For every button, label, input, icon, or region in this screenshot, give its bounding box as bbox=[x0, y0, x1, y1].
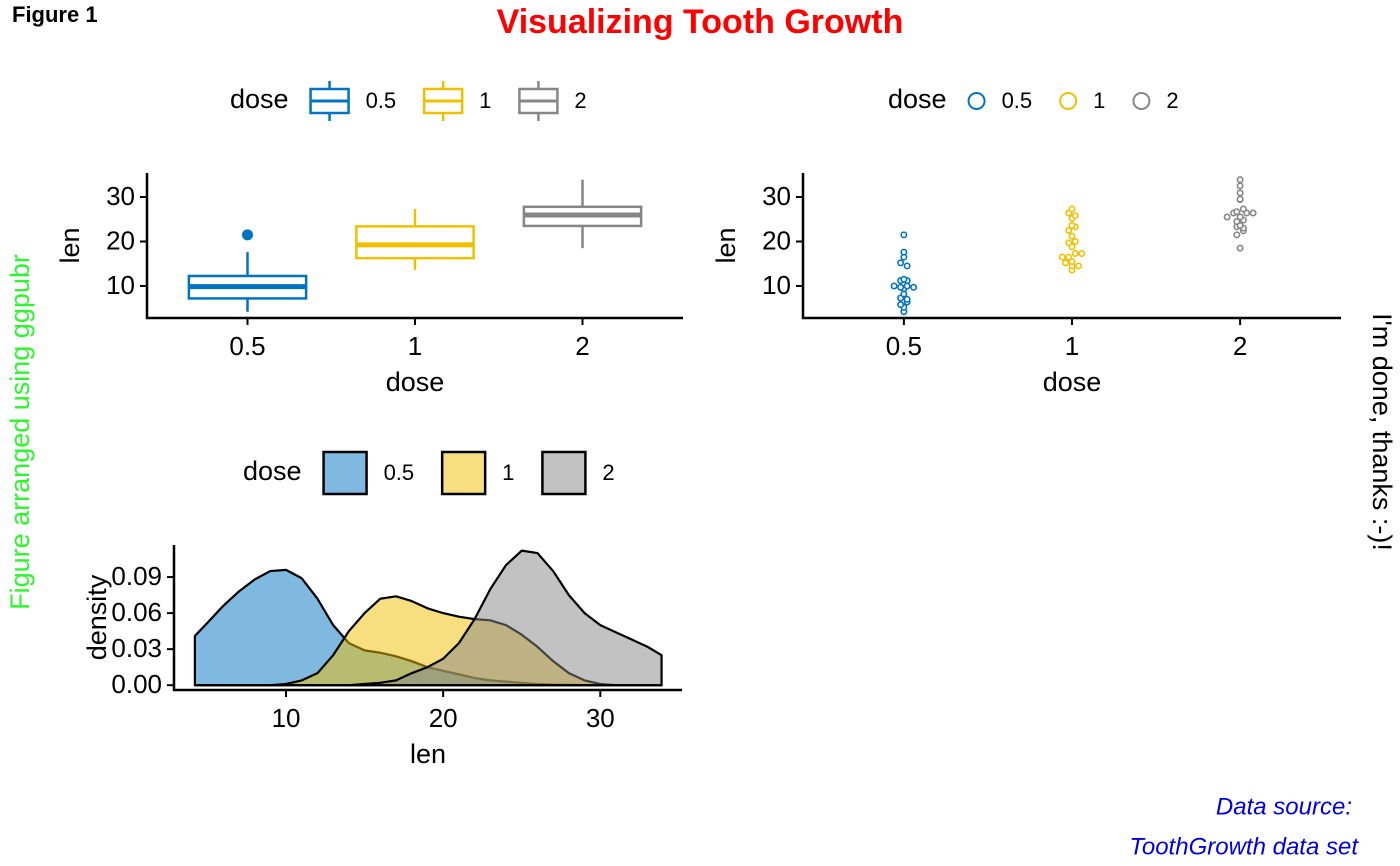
legend-label: 2 bbox=[574, 88, 586, 113]
dot bbox=[1068, 205, 1076, 213]
dot bbox=[890, 282, 898, 290]
y-tick-label: 30 bbox=[106, 181, 135, 211]
box bbox=[355, 225, 475, 260]
dot bbox=[1249, 209, 1257, 217]
dot bbox=[1071, 237, 1079, 245]
dot bbox=[1236, 213, 1244, 221]
legend-key bbox=[322, 450, 368, 496]
dot bbox=[1078, 250, 1086, 258]
x-tick-label: 10 bbox=[272, 703, 301, 733]
dot bbox=[910, 283, 918, 291]
legend-key bbox=[440, 450, 487, 496]
dot bbox=[1233, 231, 1241, 239]
dot bbox=[1068, 221, 1076, 229]
dot bbox=[1071, 250, 1079, 258]
legend-key bbox=[967, 92, 986, 110]
dot bbox=[900, 248, 908, 256]
dot bbox=[1236, 195, 1244, 203]
x-tick-label: 0.5 bbox=[229, 331, 265, 361]
outlier bbox=[242, 229, 253, 241]
dot bbox=[1068, 258, 1076, 266]
dot bbox=[897, 259, 905, 267]
legend-key bbox=[541, 450, 587, 496]
x-axis-title: len bbox=[410, 739, 446, 769]
figure-label: Figure 1 bbox=[12, 2, 98, 27]
y-tick-label: 0.03 bbox=[111, 633, 162, 663]
dot bbox=[1236, 176, 1244, 184]
y-tick-label: 0.00 bbox=[111, 669, 162, 699]
legend-label: 0.5 bbox=[1002, 88, 1033, 113]
left-annotation: Figure arranged using ggpubr bbox=[5, 254, 35, 610]
dot bbox=[1239, 205, 1247, 213]
x-tick-label: 30 bbox=[586, 703, 615, 733]
x-tick-label: 0.5 bbox=[886, 331, 922, 361]
x-tick-label: 2 bbox=[575, 331, 589, 361]
dot bbox=[1071, 212, 1079, 220]
y-tick-label: 30 bbox=[762, 181, 791, 211]
legend-label: 0.5 bbox=[366, 88, 397, 113]
dot bbox=[1075, 262, 1083, 270]
legend-label: 1 bbox=[1093, 88, 1105, 113]
legend-label: 2 bbox=[1166, 88, 1178, 113]
dot bbox=[1065, 226, 1073, 234]
y-tick-label: 20 bbox=[106, 225, 135, 255]
y-tick-label: 10 bbox=[106, 270, 135, 300]
density-area bbox=[193, 549, 663, 687]
dot bbox=[1236, 189, 1244, 197]
dot bbox=[903, 295, 911, 303]
legend-title: dose bbox=[243, 456, 302, 486]
dot bbox=[903, 262, 911, 270]
dot bbox=[1223, 213, 1231, 221]
legend-title: dose bbox=[230, 84, 289, 114]
dot bbox=[1065, 253, 1073, 261]
dot bbox=[900, 275, 908, 283]
dot bbox=[1233, 208, 1241, 216]
x-axis-title: dose bbox=[386, 367, 445, 397]
x-tick-label: 1 bbox=[408, 331, 422, 361]
x-tick-label: 1 bbox=[1065, 331, 1079, 361]
dot bbox=[897, 283, 905, 291]
y-tick-label: 20 bbox=[762, 225, 791, 255]
dot bbox=[1233, 217, 1241, 225]
dot bbox=[1236, 182, 1244, 190]
y-tick-label: 10 bbox=[762, 270, 791, 300]
dot bbox=[1065, 239, 1073, 247]
legend-label: 1 bbox=[502, 460, 514, 485]
legend-label: 0.5 bbox=[384, 460, 415, 485]
caption: ToothGrowth data set bbox=[1129, 833, 1359, 860]
legend-title: dose bbox=[888, 84, 947, 114]
y-tick-label: 0.06 bbox=[111, 597, 162, 627]
dot bbox=[1236, 244, 1244, 252]
dot bbox=[1058, 253, 1066, 261]
x-tick-label: 2 bbox=[1233, 331, 1247, 361]
dot bbox=[897, 301, 905, 309]
y-axis-title: len bbox=[55, 227, 85, 263]
legend-label: 1 bbox=[479, 88, 491, 113]
right-annotation: I'm done, thanks :-)! bbox=[1367, 313, 1397, 551]
legend-key bbox=[1132, 92, 1151, 110]
y-axis-title: density bbox=[82, 574, 112, 660]
legend-key bbox=[1059, 92, 1078, 110]
x-axis-title: dose bbox=[1043, 367, 1102, 397]
figure-title: Visualizing Tooth Growth bbox=[497, 3, 904, 41]
y-tick-label: 0.09 bbox=[111, 561, 162, 591]
x-tick-label: 20 bbox=[429, 703, 458, 733]
caption: Data source: bbox=[1216, 793, 1352, 820]
dot bbox=[1068, 232, 1076, 240]
dot bbox=[900, 231, 908, 239]
legend-label: 2 bbox=[602, 460, 614, 485]
y-axis-title: len bbox=[711, 227, 741, 263]
dot bbox=[1062, 259, 1070, 267]
